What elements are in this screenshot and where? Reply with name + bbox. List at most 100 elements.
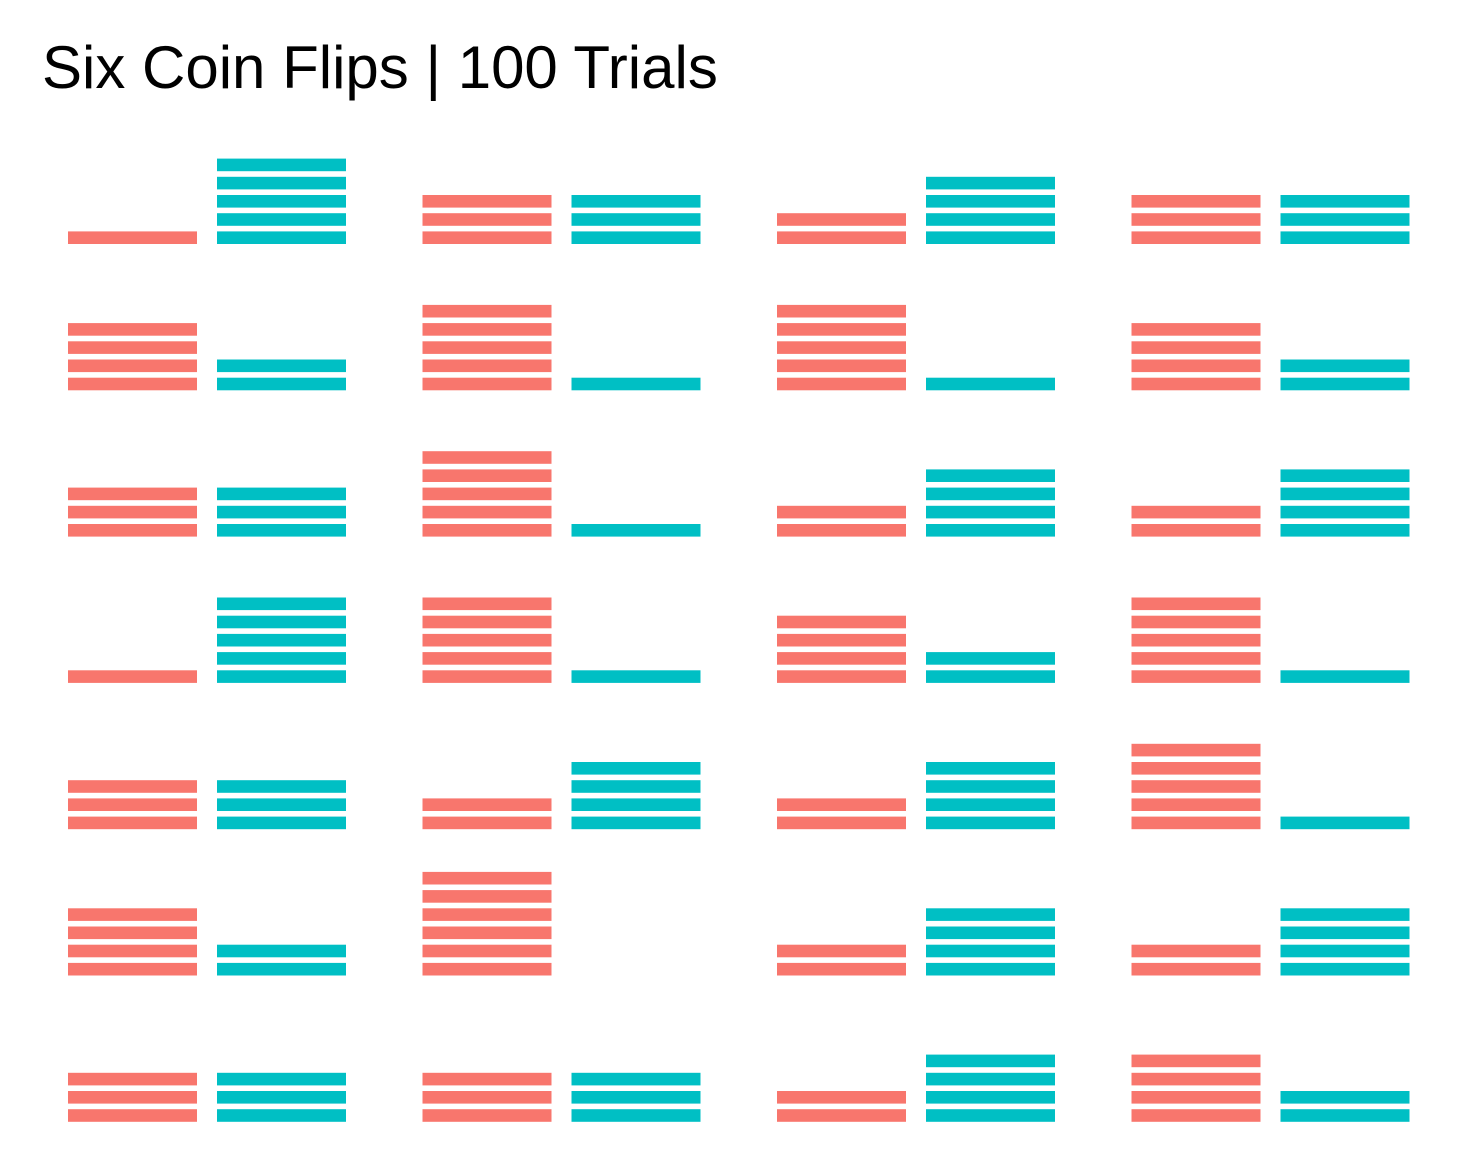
panel-9: [68, 487, 346, 537]
tails-segment: [926, 798, 1055, 811]
tails-segment: [217, 816, 346, 830]
heads-segment: [777, 213, 906, 226]
heads-segment: [68, 231, 197, 244]
tails-segment: [217, 652, 346, 665]
heads-segment: [422, 341, 552, 354]
heads-segment: [777, 1109, 906, 1122]
panel-17: [68, 780, 346, 830]
tails-segment: [926, 176, 1055, 190]
heads-segment: [777, 231, 906, 244]
tails-segment: [926, 816, 1055, 830]
tails-segment: [217, 377, 346, 391]
heads-segment: [422, 890, 552, 903]
heads-segment: [1131, 597, 1261, 611]
tails-segment: [571, 1072, 701, 1086]
heads-segment: [422, 962, 552, 976]
heads-segment: [777, 377, 906, 391]
tails-segment: [217, 195, 346, 208]
tails-segment: [217, 1109, 346, 1122]
tails-segment: [926, 780, 1055, 793]
tails-segment: [217, 1072, 346, 1086]
tails-segment: [217, 962, 346, 976]
tails-segment: [217, 597, 346, 611]
panel-8: [1131, 323, 1410, 391]
heads-segment: [68, 816, 197, 830]
tails-segment: [217, 487, 346, 501]
tails-segment: [926, 469, 1055, 482]
tails-segment: [1280, 962, 1410, 976]
panel-27: [777, 1054, 1055, 1122]
tails-segment: [217, 158, 346, 172]
tails-segment: [1280, 231, 1410, 244]
panel-7: [777, 304, 1055, 391]
heads-segment: [422, 213, 552, 226]
tails-segment: [926, 926, 1055, 940]
tails-segment: [926, 487, 1055, 501]
panel-10: [422, 451, 701, 537]
heads-segment: [422, 377, 552, 391]
heads-segment: [1131, 231, 1261, 244]
heads-segment: [68, 780, 197, 793]
panel-24: [1131, 908, 1410, 976]
heads-segment: [68, 798, 197, 811]
tails-segment: [1280, 926, 1410, 940]
heads-segment: [1131, 743, 1261, 757]
tails-segment: [1280, 377, 1410, 391]
panel-26: [422, 1072, 701, 1122]
heads-segment: [422, 231, 552, 244]
heads-segment: [1131, 341, 1261, 354]
heads-segment: [1131, 962, 1261, 976]
tails-segment: [571, 377, 701, 391]
tails-segment: [926, 231, 1055, 244]
heads-segment: [422, 505, 552, 519]
heads-segment: [1131, 213, 1261, 226]
heads-segment: [68, 524, 197, 537]
heads-segment: [777, 944, 906, 958]
heads-segment: [1131, 633, 1261, 647]
tails-segment: [1280, 213, 1410, 226]
tails-segment: [1280, 816, 1410, 830]
heads-segment: [68, 505, 197, 519]
heads-segment: [422, 798, 552, 811]
heads-segment: [422, 524, 552, 537]
tails-segment: [1280, 469, 1410, 482]
heads-segment: [1131, 652, 1261, 665]
tails-segment: [1280, 908, 1410, 921]
tails-segment: [1280, 195, 1410, 208]
heads-segment: [68, 1072, 197, 1086]
heads-segment: [68, 1109, 197, 1122]
heads-segment: [1131, 195, 1261, 208]
heads-segment: [68, 944, 197, 958]
tails-segment: [217, 798, 346, 811]
panel-25: [68, 1072, 346, 1122]
tails-segment: [571, 762, 701, 775]
tails-segment: [926, 1054, 1055, 1068]
heads-segment: [777, 798, 906, 811]
tails-segment: [217, 615, 346, 629]
heads-segment: [422, 926, 552, 940]
tails-segment: [926, 944, 1055, 958]
tails-segment: [926, 524, 1055, 537]
tails-segment: [926, 670, 1055, 683]
heads-segment: [422, 652, 552, 665]
heads-segment: [1131, 670, 1261, 683]
panel-6: [422, 304, 701, 391]
heads-segment: [422, 195, 552, 208]
heads-segment: [422, 1072, 552, 1086]
heads-segment: [777, 670, 906, 683]
heads-segment: [422, 597, 552, 611]
tails-segment: [571, 213, 701, 226]
heads-segment: [68, 487, 197, 501]
panel-23: [777, 908, 1055, 976]
heads-segment: [422, 469, 552, 482]
heads-segment: [777, 615, 906, 629]
tails-segment: [926, 1109, 1055, 1122]
tails-segment: [217, 359, 346, 373]
heads-segment: [68, 323, 197, 336]
heads-segment: [68, 377, 197, 391]
panel-21: [68, 908, 346, 976]
panel-2: [422, 195, 701, 244]
panel-28: [1131, 1054, 1410, 1122]
heads-segment: [68, 341, 197, 354]
tails-segment: [571, 780, 701, 793]
